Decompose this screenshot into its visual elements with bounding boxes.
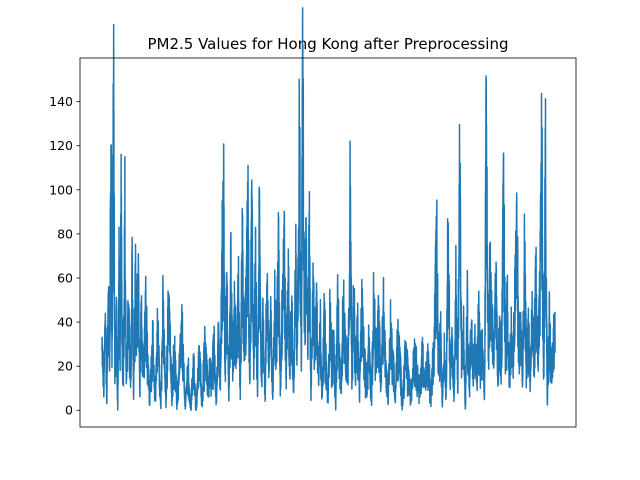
y-tick-label: 20 [57, 359, 73, 374]
plot-frame [79, 57, 577, 428]
y-axis: 0 20 40 60 80 100 120 140 [49, 94, 80, 418]
pm25-series-line [101, 7, 556, 411]
y-tick-label: 100 [49, 182, 73, 197]
y-tick-label: 0 [65, 403, 73, 418]
chart-title: PM2.5 Values for Hong Kong after Preproc… [147, 35, 508, 53]
y-tick-label: 120 [49, 138, 73, 153]
y-tick-label: 40 [57, 315, 73, 330]
y-tick-label: 80 [57, 226, 73, 241]
plot-area [101, 7, 556, 411]
y-tick-label: 60 [57, 270, 73, 285]
y-tick-label: 140 [49, 94, 73, 109]
